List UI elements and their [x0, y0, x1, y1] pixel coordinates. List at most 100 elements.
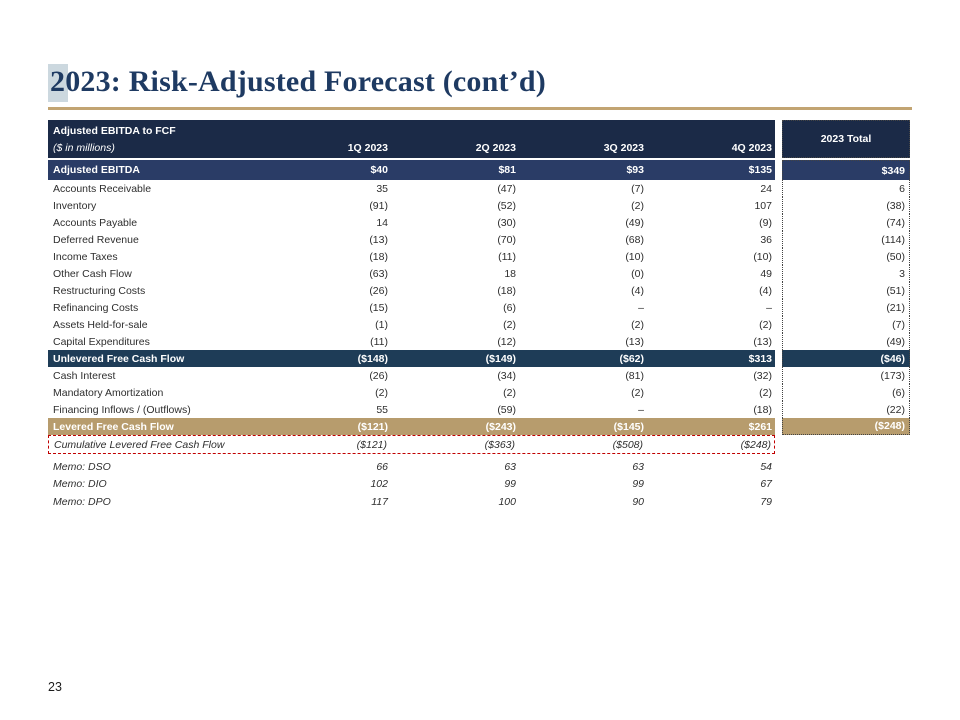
row-label: Inventory: [53, 199, 97, 212]
cell-value: 49: [760, 267, 772, 280]
cell-value: 99: [632, 478, 644, 491]
table-row: Adjusted EBITDA $40 $81 $93 $135 $349: [48, 160, 910, 180]
cell-value: 90: [632, 495, 644, 508]
row-main: Capital Expenditures (11) (12) (13) (13): [48, 333, 775, 350]
table-row: Other Cash Flow (63) 18 (0) 49 3: [48, 265, 910, 282]
cell-value: (12): [497, 335, 516, 348]
table-header: Adjusted EBITDA to FCF ($ in millions) 1…: [48, 120, 775, 158]
title-highlight: [48, 64, 68, 102]
row-main: Cumulative Levered Free Cash Flow ($121) (…: [48, 435, 775, 454]
table-units-note: ($ in millions): [53, 142, 115, 154]
table-row: Inventory (91) (52) (2) 107 (38): [48, 197, 910, 214]
cell-value: 18: [504, 267, 516, 280]
table-title: Adjusted EBITDA to FCF: [53, 125, 176, 137]
cell-value: 54: [760, 460, 772, 473]
total-cell: ($46): [782, 350, 910, 367]
cell-value: (1): [375, 318, 388, 331]
cell-value: 66: [376, 460, 388, 473]
cell-value: ($121): [357, 420, 388, 433]
row-label: Mandatory Amortization: [53, 386, 164, 399]
page-title: 2023: Risk-Adjusted Forecast (cont’d): [50, 65, 546, 98]
row-label: Other Cash Flow: [53, 267, 132, 280]
cell-value: (7): [631, 182, 644, 195]
total-column-header: 2023 Total: [782, 120, 910, 158]
total-cell: (38): [782, 197, 910, 214]
cell-value: ($62): [619, 352, 644, 365]
cell-value: (59): [497, 403, 516, 416]
cell-value: 36: [760, 233, 772, 246]
total-cell: 3: [782, 265, 910, 282]
page-number: 23: [48, 680, 62, 694]
cell-value: $40: [370, 164, 388, 176]
cell-value: (49): [625, 216, 644, 229]
title-underline: [48, 107, 912, 110]
column-header-4q-2023: 4Q 2023: [731, 142, 772, 154]
cell-value: ($248): [740, 438, 771, 451]
row-label: Accounts Receivable: [53, 182, 152, 195]
cell-value: 63: [504, 460, 516, 473]
cell-value: ($145): [613, 420, 644, 433]
row-label: Memo: DPO: [53, 495, 111, 508]
total-cell: (21): [782, 299, 910, 316]
title-block: 2023: Risk-Adjusted Forecast (cont’d): [48, 62, 912, 102]
cell-value: (9): [759, 216, 772, 229]
cell-value: 102: [370, 478, 388, 491]
total-cell: (7): [782, 316, 910, 333]
row-label: Refinancing Costs: [53, 301, 139, 314]
total-cell: $349: [782, 160, 910, 180]
row-label: Adjusted EBITDA: [53, 164, 140, 176]
table-row: Accounts Receivable 35 (47) (7) 24 6: [48, 180, 910, 197]
cell-value: (2): [759, 318, 772, 331]
row-label: Levered Free Cash Flow: [53, 420, 174, 433]
table-row: Capital Expenditures (11) (12) (13) (13) (49): [48, 333, 910, 350]
cell-value: (13): [369, 233, 388, 246]
row-label: Memo: DSO: [53, 460, 111, 473]
row-main: Memo: DPO 117 100 90 79: [48, 493, 775, 511]
row-main: Refinancing Costs (15) (6) – –: [48, 299, 775, 316]
cell-value: (18): [369, 250, 388, 263]
cell-value: 100: [498, 495, 516, 508]
row-main: Mandatory Amortization (2) (2) (2) (2): [48, 384, 775, 401]
cell-value: (11): [498, 250, 516, 263]
row-main: Accounts Payable 14 (30) (49) (9): [48, 214, 775, 231]
total-cell: (50): [782, 248, 910, 265]
cell-value: (32): [753, 369, 772, 382]
row-label: Deferred Revenue: [53, 233, 139, 246]
cell-value: $313: [748, 352, 772, 365]
table-row: Income Taxes (18) (11) (10) (10) (50): [48, 248, 910, 265]
total-cell: (74): [782, 214, 910, 231]
cell-value: ($508): [612, 438, 643, 451]
table-row: Accounts Payable 14 (30) (49) (9) (74): [48, 214, 910, 231]
table-row: Levered Free Cash Flow ($121) ($243) ($145)…: [48, 418, 910, 435]
cell-value: $135: [748, 164, 772, 176]
total-cell: 6: [782, 180, 910, 197]
row-label: Memo: DIO: [53, 478, 107, 491]
row-main: Other Cash Flow (63) 18 (0) 49: [48, 265, 775, 282]
row-main: Unlevered Free Cash Flow ($148) ($149) ($62…: [48, 350, 775, 367]
cell-value: 107: [754, 199, 772, 212]
cell-value: $93: [626, 164, 644, 176]
table-body: Adjusted EBITDA $40 $81 $93 $135 $349 Accounts…: [48, 160, 910, 511]
cell-value: (10): [753, 250, 772, 263]
row-label: Cumulative Levered Free Cash Flow: [54, 438, 225, 451]
cell-value: (68): [625, 233, 644, 246]
cell-value: (81): [625, 369, 644, 382]
row-label: Capital Expenditures: [53, 335, 150, 348]
cell-value: –: [638, 301, 644, 314]
cell-value: $261: [748, 420, 772, 433]
cell-value: (4): [759, 284, 772, 297]
cell-value: (26): [369, 369, 388, 382]
cell-value: (2): [503, 318, 516, 331]
table-row: Memo: DPO 117 100 90 79: [48, 493, 910, 511]
cell-value: ($149): [485, 352, 516, 365]
cell-value: ($121): [356, 438, 387, 451]
cell-value: (13): [753, 335, 772, 348]
cell-value: (2): [759, 386, 772, 399]
table-row: Cash Interest (26) (34) (81) (32) (173): [48, 367, 910, 384]
cell-value: 67: [760, 478, 772, 491]
total-cell: (173): [782, 367, 910, 384]
cell-value: (4): [631, 284, 644, 297]
cell-value: ($363): [484, 438, 515, 451]
total-cell: (51): [782, 282, 910, 299]
cell-value: 99: [504, 478, 516, 491]
